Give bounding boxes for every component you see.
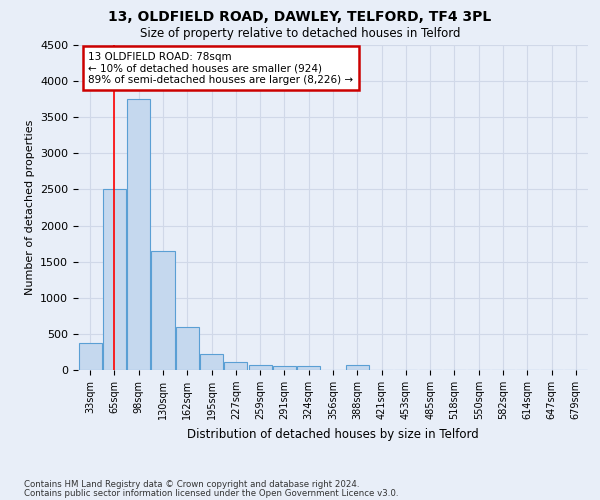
Bar (273, 366, 296, 370)
Text: 13 OLDFIELD ROAD: 78sqm
← 10% of detached houses are smaller (924)
89% of semi-d: 13 OLDFIELD ROAD: 78sqm ← 10% of detache… (88, 52, 353, 84)
Text: 13, OLDFIELD ROAD, DAWLEY, TELFORD, TF4 3PL: 13, OLDFIELD ROAD, DAWLEY, TELFORD, TF4 … (109, 10, 491, 24)
Text: Contains public sector information licensed under the Open Government Licence v3: Contains public sector information licen… (24, 489, 398, 498)
Bar (200, 354, 223, 370)
Bar (297, 366, 320, 370)
Bar (151, 251, 175, 370)
Bar (248, 366, 272, 370)
Bar (103, 190, 126, 370)
Bar (346, 366, 369, 370)
Text: Size of property relative to detached houses in Telford: Size of property relative to detached ho… (140, 28, 460, 40)
Bar (176, 328, 199, 370)
Bar (127, 99, 150, 370)
Text: Contains HM Land Registry data © Crown copyright and database right 2024.: Contains HM Land Registry data © Crown c… (24, 480, 359, 489)
X-axis label: Distribution of detached houses by size in Telford: Distribution of detached houses by size … (187, 428, 479, 440)
Bar (79, 344, 101, 370)
Y-axis label: Number of detached properties: Number of detached properties (25, 120, 35, 295)
Bar (224, 362, 247, 370)
